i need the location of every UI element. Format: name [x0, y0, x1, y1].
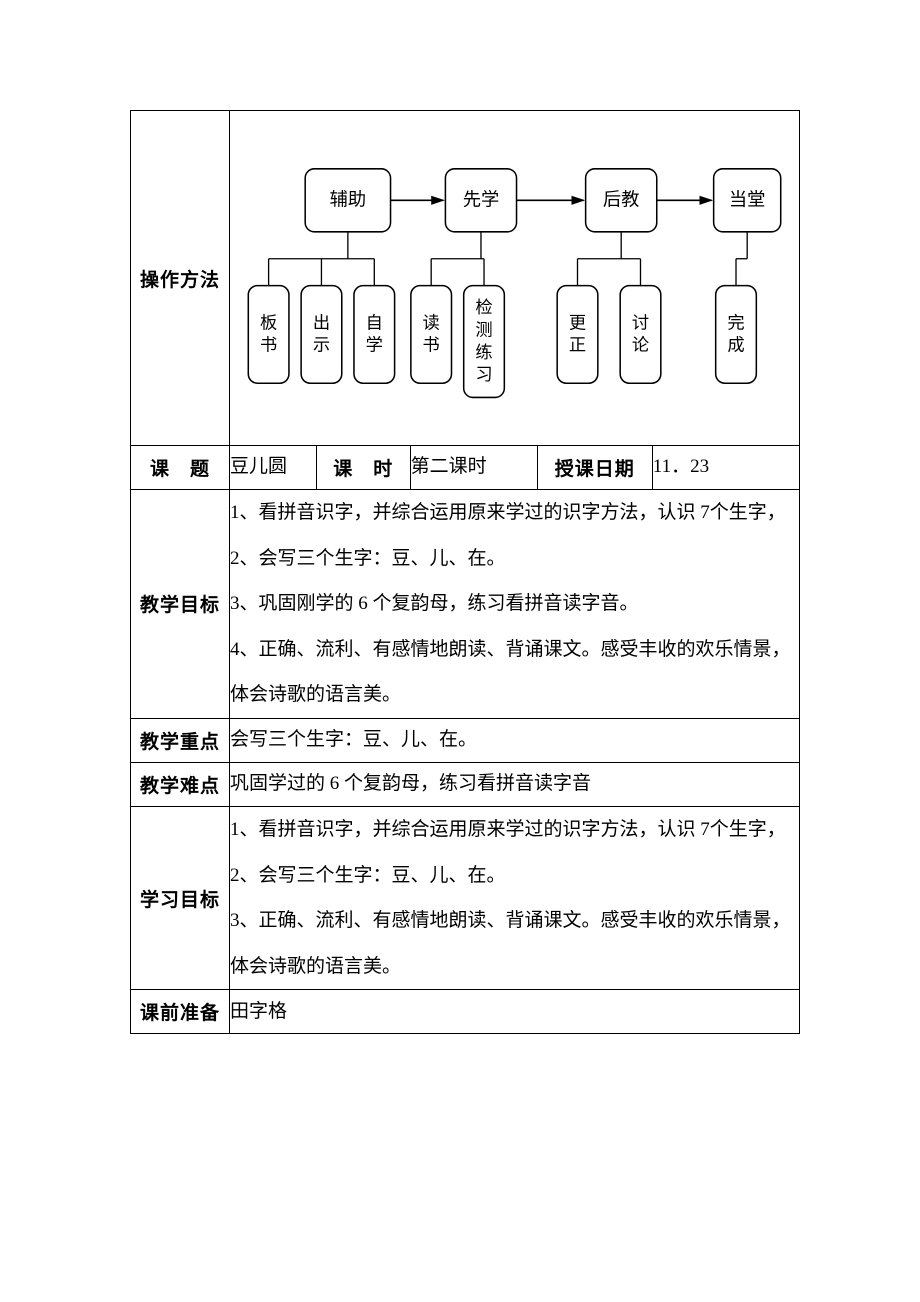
teach-goal-label: 教学目标: [140, 595, 220, 616]
period-value-cell: 第二课时: [410, 446, 537, 490]
row-teach-focus: 教学重点 会写三个生字：豆、儿、在。: [131, 718, 800, 762]
svg-text:板: 板: [260, 313, 277, 332]
title-label: 课 题: [150, 459, 210, 480]
svg-text:学: 学: [366, 336, 383, 355]
svg-text:完: 完: [727, 313, 744, 332]
row-method: 操作方法 辅助先学后教当堂板书出示自学读书检测练习更正讨论完成: [131, 111, 800, 446]
main-table: 操作方法 辅助先学后教当堂板书出示自学读书检测练习更正讨论完成 课 题: [130, 110, 800, 1034]
teach-goal-label-cell: 教学目标: [131, 490, 230, 719]
svg-text:正: 正: [569, 336, 586, 355]
teach-focus-text-cell: 会写三个生字：豆、儿、在。: [230, 718, 800, 762]
title-value: 豆儿圆: [230, 456, 287, 477]
teach-goal-text-cell: 1、看拼音识字，并综合运用原来学过的识字方法，认识 7个生字， 2、会写三个生字…: [230, 490, 800, 719]
prep-text-cell: 田字格: [230, 990, 800, 1034]
row-title: 课 题 豆儿圆 课 时 第二课时 授课日期 11．23: [131, 446, 800, 490]
date-value: 11．23: [653, 456, 709, 477]
svg-text:后教: 后教: [603, 189, 640, 209]
period-value: 第二课时: [411, 456, 487, 477]
method-label: 操作方法: [140, 270, 220, 291]
svg-text:更: 更: [569, 313, 586, 332]
period-label: 课 时: [333, 459, 393, 480]
date-label: 授课日期: [555, 459, 635, 480]
diagram-cell: 辅助先学后教当堂板书出示自学读书检测练习更正讨论完成: [230, 111, 800, 446]
date-label-cell: 授课日期: [537, 446, 652, 490]
teach-diff-text: 巩固学过的 6 个复韵母，练习看拼音读字音: [230, 773, 591, 794]
prep-label-cell: 课前准备: [131, 990, 230, 1034]
prep-label: 课前准备: [140, 1003, 220, 1024]
learn-goal-text: 1、看拼音识字，并综合运用原来学过的识字方法，认识 7个生字， 2、会写三个生字…: [230, 819, 791, 977]
svg-text:出: 出: [313, 313, 330, 332]
learn-goal-label-cell: 学习目标: [131, 806, 230, 989]
row-learn-goal: 学习目标 1、看拼音识字，并综合运用原来学过的识字方法，认识 7个生字， 2、会…: [131, 806, 800, 989]
svg-text:自: 自: [366, 313, 383, 332]
svg-text:读: 读: [423, 313, 440, 332]
row-prep: 课前准备 田字格: [131, 990, 800, 1034]
title-value-cell: 豆儿圆: [230, 446, 317, 490]
teach-focus-label: 教学重点: [140, 732, 220, 753]
row-teach-diff: 教学难点 巩固学过的 6 个复韵母，练习看拼音读字音: [131, 762, 800, 806]
prep-text: 田字格: [230, 1001, 287, 1022]
teach-goal-text: 1、看拼音识字，并综合运用原来学过的识字方法，认识 7个生字， 2、会写三个生字…: [230, 502, 791, 705]
svg-text:示: 示: [313, 336, 330, 355]
svg-text:论: 论: [632, 336, 649, 355]
svg-text:当堂: 当堂: [729, 189, 766, 209]
svg-text:测: 测: [475, 320, 492, 339]
teach-diff-label: 教学难点: [140, 776, 220, 797]
flow-diagram: 辅助先学后教当堂板书出示自学读书检测练习更正讨论完成: [230, 111, 799, 440]
svg-text:习: 习: [475, 365, 492, 384]
page: 操作方法 辅助先学后教当堂板书出示自学读书检测练习更正讨论完成 课 题: [0, 0, 920, 1302]
svg-text:检: 检: [475, 298, 492, 317]
teach-diff-label-cell: 教学难点: [131, 762, 230, 806]
svg-text:讨: 讨: [632, 313, 649, 332]
svg-text:书: 书: [260, 336, 277, 355]
row-teach-goal: 教学目标 1、看拼音识字，并综合运用原来学过的识字方法，认识 7个生字， 2、会…: [131, 490, 800, 719]
period-label-cell: 课 时: [316, 446, 410, 490]
svg-text:成: 成: [727, 336, 744, 355]
svg-text:书: 书: [423, 336, 440, 355]
teach-focus-label-cell: 教学重点: [131, 718, 230, 762]
method-label-cell: 操作方法: [131, 111, 230, 446]
svg-text:先学: 先学: [463, 189, 500, 209]
title-label-cell: 课 题: [131, 446, 230, 490]
learn-goal-text-cell: 1、看拼音识字，并综合运用原来学过的识字方法，认识 7个生字， 2、会写三个生字…: [230, 806, 800, 989]
teach-focus-text: 会写三个生字：豆、儿、在。: [230, 729, 477, 750]
svg-text:辅助: 辅助: [330, 189, 367, 209]
teach-diff-text-cell: 巩固学过的 6 个复韵母，练习看拼音读字音: [230, 762, 800, 806]
svg-text:练: 练: [475, 343, 492, 362]
date-value-cell: 11．23: [652, 446, 799, 490]
learn-goal-label: 学习目标: [140, 890, 220, 911]
